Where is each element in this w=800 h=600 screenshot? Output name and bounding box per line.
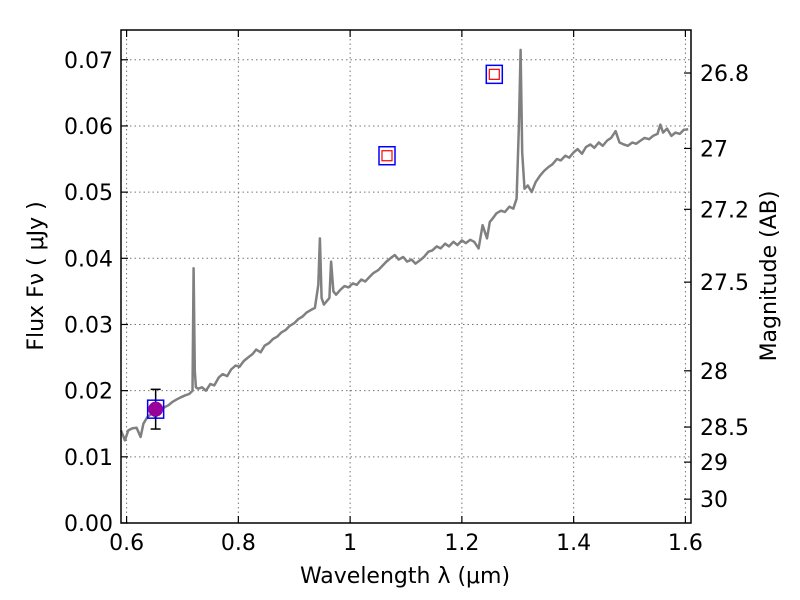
y-tick-label: 0.07	[64, 49, 113, 74]
y-tick-label: 0.02	[64, 380, 113, 405]
y2-tick-label: 29	[700, 451, 728, 476]
x-tick-label: 0.8	[221, 531, 256, 556]
photometry-point	[148, 401, 164, 417]
x-tick-label: 1.2	[444, 531, 479, 556]
y-axis-label: Flux Fν ( μJy )	[24, 201, 49, 350]
plot-frame	[120, 29, 692, 524]
y2-axis-ticks: 26.8 27 27.2 27.5 28 28.5 29 30	[684, 62, 749, 513]
model-square-outer	[485, 64, 504, 85]
grid-lines	[121, 30, 691, 524]
x-tick-label: 1.6	[668, 531, 703, 556]
y2-tick-label: 27.2	[700, 198, 749, 223]
y2-tick-label: 30	[700, 488, 728, 513]
y2-tick-label: 28.5	[700, 416, 749, 441]
x-tick-label: 1	[343, 531, 357, 556]
y2-axis-label: Magnitude (AB)	[757, 191, 782, 362]
markers-layer	[146, 64, 504, 430]
y2-tick-label: 27	[700, 137, 728, 162]
y-tick-label: 0.05	[64, 181, 113, 206]
x-tick-label: 0.6	[109, 531, 144, 556]
spectrum-line	[119, 48, 689, 442]
y-tick-label: 0.01	[64, 446, 113, 471]
photometry-square-marker	[146, 399, 165, 419]
model-square-inner	[381, 150, 393, 162]
y-tick-label: 0.00	[64, 512, 113, 537]
y2-tick-label: 27.5	[700, 271, 749, 296]
y2-tick-label: 26.8	[700, 62, 749, 87]
x-axis-label: Wavelength λ (μm)	[300, 564, 510, 589]
y-tick-label: 0.04	[64, 247, 113, 272]
y-tick-label: 0.06	[64, 115, 113, 140]
model-square-inner	[488, 68, 500, 80]
y-axis-ticks: 0.00 0.01 0.02 0.03 0.04 0.05 0.06 0.07	[64, 49, 128, 537]
series-layer	[119, 48, 689, 442]
x-tick-label: 1.4	[556, 531, 591, 556]
y2-tick-label: 28	[700, 360, 728, 385]
model-square-outer	[378, 145, 396, 166]
x-axis-ticks: 0.6 0.8 1 1.2 1.4 1.6	[109, 30, 703, 556]
y-tick-label: 0.03	[64, 313, 113, 338]
